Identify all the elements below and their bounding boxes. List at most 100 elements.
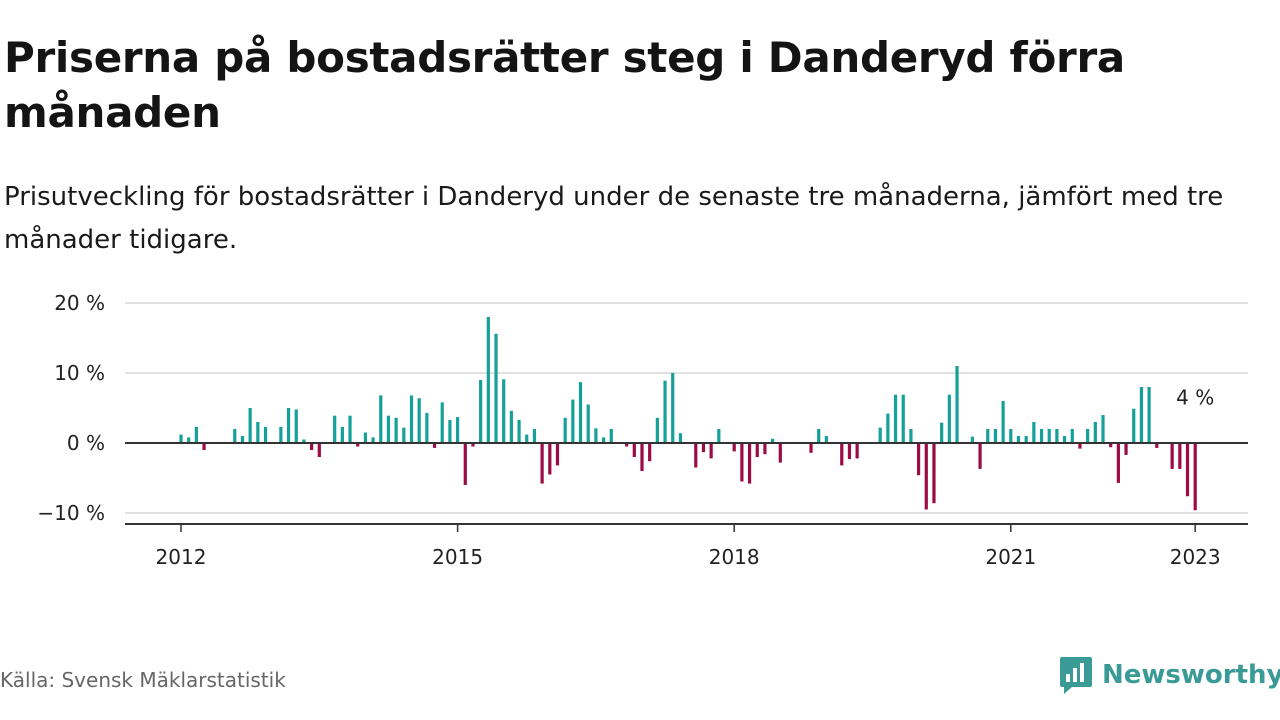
bar bbox=[432, 443, 437, 448]
bar bbox=[1047, 429, 1051, 443]
bar bbox=[717, 429, 721, 443]
bar bbox=[917, 443, 921, 476]
bar bbox=[1078, 443, 1082, 449]
bar bbox=[924, 443, 928, 510]
bar bbox=[1139, 387, 1144, 443]
bar bbox=[509, 410, 513, 443]
bar bbox=[1170, 443, 1174, 469]
bar bbox=[302, 439, 306, 443]
x-tick-label: 2018 bbox=[709, 545, 760, 569]
bar bbox=[1039, 429, 1044, 443]
bar bbox=[893, 394, 898, 443]
bar bbox=[463, 443, 467, 485]
bar bbox=[525, 434, 529, 443]
bar bbox=[671, 373, 675, 443]
bar bbox=[263, 426, 268, 443]
bar bbox=[202, 443, 206, 450]
bar bbox=[571, 399, 575, 443]
y-tick-label: −10 % bbox=[37, 501, 105, 525]
bar bbox=[1178, 443, 1182, 469]
bar bbox=[194, 426, 198, 443]
bar bbox=[1101, 415, 1105, 443]
bar bbox=[663, 380, 667, 443]
source-note: Källa: Svensk Mäklarstatistik bbox=[0, 668, 286, 692]
bar bbox=[578, 382, 583, 443]
gridlines bbox=[125, 302, 1248, 514]
bar bbox=[340, 426, 344, 443]
bar bbox=[878, 427, 882, 443]
bar bbox=[479, 380, 483, 443]
bar bbox=[986, 429, 990, 443]
bar bbox=[448, 419, 452, 443]
bar bbox=[932, 443, 936, 504]
newsworthy-icon bbox=[1060, 657, 1092, 694]
bar bbox=[279, 426, 283, 443]
bar bbox=[494, 333, 498, 443]
bar bbox=[809, 443, 813, 453]
bar bbox=[402, 427, 406, 443]
bar bbox=[502, 379, 506, 443]
bar bbox=[740, 443, 744, 482]
bar bbox=[970, 436, 974, 443]
bar bbox=[955, 366, 959, 443]
bar-chart: 20 % 10 % 0 % −10 % 2012 2015 2018 2021 2023 4 … bbox=[37, 291, 1248, 569]
bar bbox=[333, 415, 337, 443]
bar bbox=[1016, 436, 1021, 443]
bar bbox=[1086, 429, 1090, 443]
x-tick-label: 2021 bbox=[985, 545, 1036, 569]
bar bbox=[471, 443, 475, 447]
bar bbox=[655, 417, 659, 443]
bar bbox=[586, 404, 590, 443]
bar bbox=[940, 422, 944, 443]
x-axis-ticks: 2012 2015 2018 2021 2023 bbox=[156, 524, 1221, 569]
bar bbox=[1055, 429, 1059, 443]
bar bbox=[187, 437, 191, 443]
bar bbox=[747, 443, 752, 484]
bars bbox=[179, 317, 1197, 511]
bar bbox=[317, 443, 321, 457]
bar bbox=[486, 317, 490, 443]
bar bbox=[978, 443, 982, 469]
bar bbox=[840, 443, 844, 466]
bar bbox=[601, 437, 606, 443]
bar bbox=[855, 443, 859, 459]
bar bbox=[1070, 429, 1074, 443]
bar bbox=[356, 443, 360, 447]
bar bbox=[678, 433, 683, 443]
bar bbox=[778, 443, 782, 463]
bar bbox=[394, 417, 398, 443]
bar bbox=[1193, 443, 1197, 511]
y-tick-label: 0 % bbox=[67, 431, 105, 455]
bar bbox=[563, 417, 567, 443]
bar bbox=[886, 413, 890, 443]
bar bbox=[755, 443, 759, 457]
bar bbox=[248, 408, 252, 443]
bar bbox=[363, 432, 367, 443]
newsworthy-logo[interactable]: Newsworthy bbox=[1058, 654, 1280, 696]
bar bbox=[256, 422, 260, 443]
brand-name: Newsworthy bbox=[1102, 660, 1280, 690]
bar bbox=[947, 394, 951, 443]
bar bbox=[386, 415, 391, 443]
bar bbox=[694, 443, 698, 468]
bar bbox=[594, 428, 598, 443]
bar bbox=[456, 417, 460, 443]
bar bbox=[709, 443, 713, 459]
bar bbox=[763, 443, 767, 455]
bar bbox=[847, 443, 852, 460]
bar bbox=[425, 412, 429, 443]
bar bbox=[1124, 443, 1128, 455]
bar bbox=[555, 443, 560, 466]
x-tick-label: 2012 bbox=[156, 545, 207, 569]
bar bbox=[732, 443, 736, 452]
bar bbox=[294, 409, 298, 443]
bar bbox=[517, 419, 521, 443]
bar bbox=[701, 443, 706, 453]
bar bbox=[824, 436, 828, 443]
y-tick-label: 20 % bbox=[54, 291, 105, 315]
bar bbox=[1032, 422, 1036, 443]
bar bbox=[1147, 387, 1151, 443]
bar bbox=[417, 398, 421, 443]
bar bbox=[1009, 429, 1013, 443]
bar bbox=[540, 443, 544, 484]
